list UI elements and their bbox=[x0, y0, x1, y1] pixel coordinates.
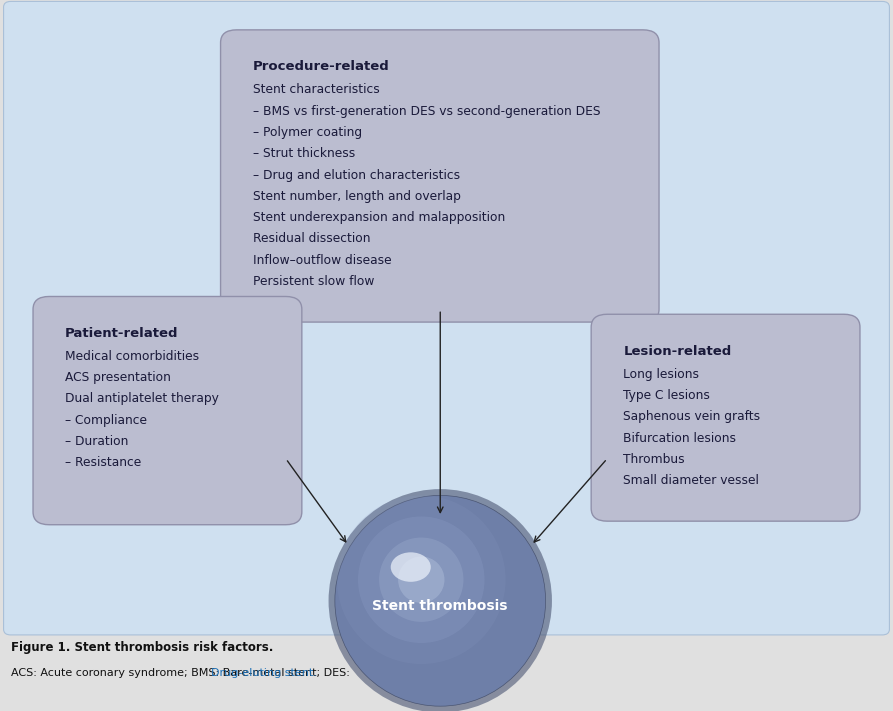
Text: Stent underexpansion and malapposition: Stent underexpansion and malapposition bbox=[253, 211, 505, 224]
Text: Dual antiplatelet therapy: Dual antiplatelet therapy bbox=[65, 392, 219, 405]
FancyBboxPatch shape bbox=[591, 314, 860, 521]
Text: – Strut thickness: – Strut thickness bbox=[253, 147, 355, 160]
FancyBboxPatch shape bbox=[4, 1, 889, 635]
Text: – BMS vs first-generation DES vs second-generation DES: – BMS vs first-generation DES vs second-… bbox=[253, 105, 600, 117]
Text: Thrombus: Thrombus bbox=[623, 453, 685, 466]
Text: Stent characteristics: Stent characteristics bbox=[253, 83, 380, 96]
Text: – Duration: – Duration bbox=[65, 435, 129, 448]
FancyBboxPatch shape bbox=[221, 30, 659, 322]
FancyBboxPatch shape bbox=[33, 296, 302, 525]
Text: Persistent slow flow: Persistent slow flow bbox=[253, 275, 374, 288]
Text: Inflow–outflow disease: Inflow–outflow disease bbox=[253, 254, 391, 267]
Text: Drug-eluting stent.: Drug-eluting stent. bbox=[211, 668, 317, 678]
Ellipse shape bbox=[329, 489, 552, 711]
Text: Stent number, length and overlap: Stent number, length and overlap bbox=[253, 190, 461, 203]
Text: Lesion-related: Lesion-related bbox=[623, 345, 731, 358]
Text: Type C lesions: Type C lesions bbox=[623, 389, 710, 402]
Text: ACS: Acute coronary syndrome; BMS: Bare-metal stent; DES:: ACS: Acute coronary syndrome; BMS: Bare-… bbox=[11, 668, 353, 678]
Text: – Resistance: – Resistance bbox=[65, 456, 141, 469]
Text: Long lesions: Long lesions bbox=[623, 368, 699, 380]
Text: – Drug and elution characteristics: – Drug and elution characteristics bbox=[253, 169, 460, 181]
Ellipse shape bbox=[335, 496, 546, 706]
Text: Stent thrombosis: Stent thrombosis bbox=[372, 599, 508, 613]
Text: Small diameter vessel: Small diameter vessel bbox=[623, 474, 759, 487]
Text: Saphenous vein grafts: Saphenous vein grafts bbox=[623, 410, 761, 423]
Ellipse shape bbox=[391, 552, 430, 582]
Text: ACS presentation: ACS presentation bbox=[65, 371, 171, 384]
Text: – Compliance: – Compliance bbox=[65, 414, 147, 427]
Ellipse shape bbox=[358, 516, 485, 643]
Ellipse shape bbox=[380, 538, 463, 622]
Text: – Polymer coating: – Polymer coating bbox=[253, 126, 362, 139]
Text: Patient-related: Patient-related bbox=[65, 327, 179, 340]
Text: Medical comorbidities: Medical comorbidities bbox=[65, 350, 199, 363]
Ellipse shape bbox=[398, 557, 445, 603]
Ellipse shape bbox=[337, 496, 505, 664]
Text: Residual dissection: Residual dissection bbox=[253, 232, 371, 245]
Text: Procedure-related: Procedure-related bbox=[253, 60, 389, 73]
Text: Bifurcation lesions: Bifurcation lesions bbox=[623, 432, 737, 444]
Text: Figure 1. Stent thrombosis risk factors.: Figure 1. Stent thrombosis risk factors. bbox=[11, 641, 273, 654]
